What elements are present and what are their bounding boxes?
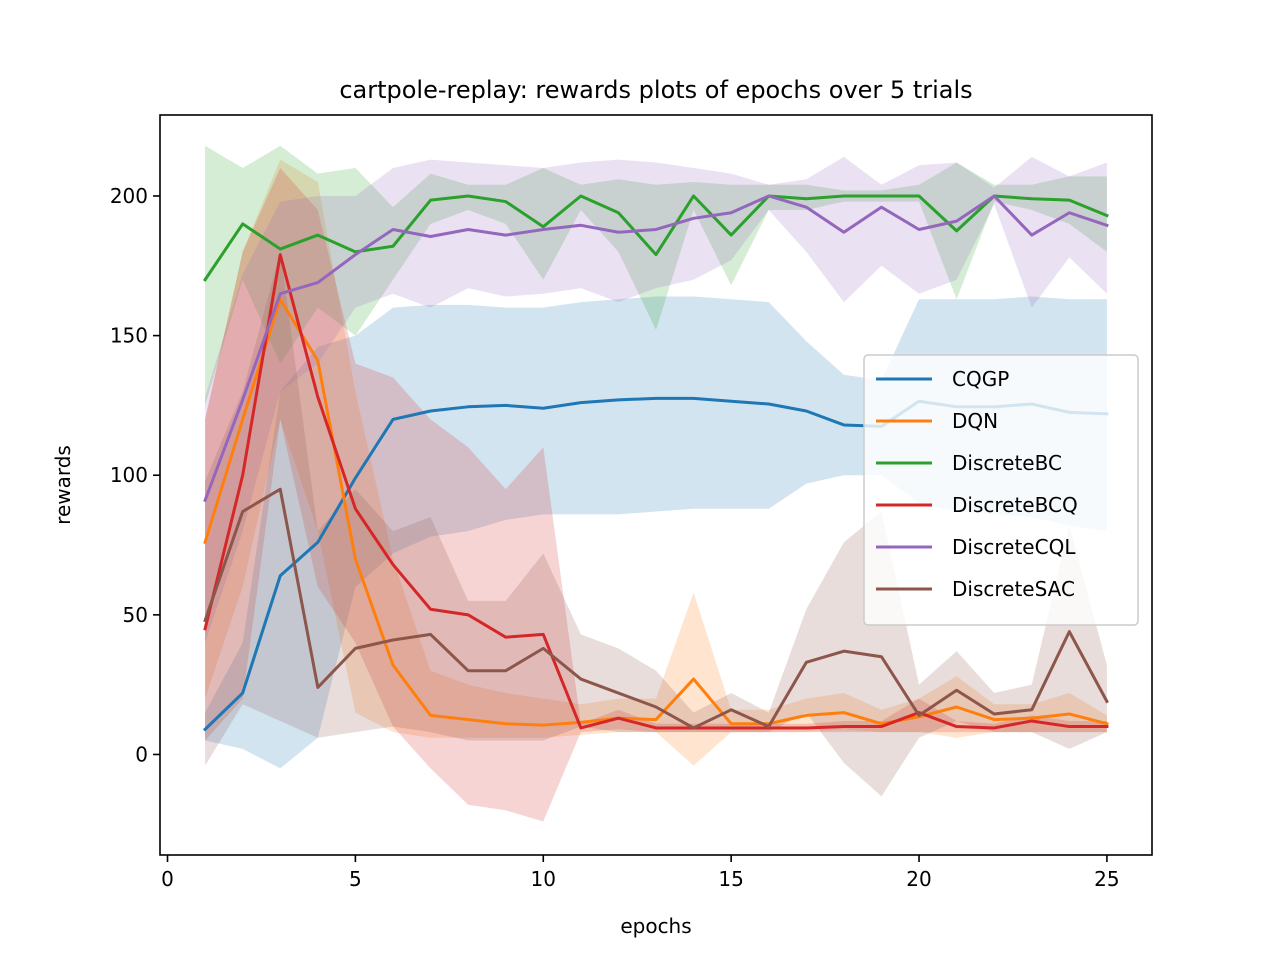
series-line-discretebc	[203, 194, 1109, 282]
band-discretecql	[205, 156, 1107, 643]
y-tick-label: 200	[110, 184, 148, 208]
legend-label-discretesac: DiscreteSAC	[952, 577, 1075, 601]
legend-label-dqn: DQN	[952, 409, 998, 433]
y-tick-label: 0	[135, 742, 148, 766]
x-tick-label: 15	[718, 867, 743, 891]
y-tick-label: 50	[123, 603, 148, 627]
series-line-discretecql	[203, 194, 1109, 503]
series-line-discretebcq	[203, 253, 1109, 730]
band-discretebc	[205, 145, 1107, 406]
plot-area: 0 5 10 15 20 25 0 50 100 150 200	[110, 114, 1153, 891]
y-axis-label: rewards	[51, 445, 75, 525]
x-tick-label: 0	[161, 867, 174, 891]
legend: CQGP DQN DiscreteBC DiscreteBCQ DiscreteCQL D…	[863, 354, 1139, 626]
legend-label-discretebc: DiscreteBC	[952, 451, 1062, 475]
band-dqn	[205, 159, 1107, 766]
legend-box	[863, 354, 1139, 626]
chart-title: cartpole-replay: rewards plots of epochs…	[339, 76, 972, 104]
legend-label-cqgp: CQGP	[952, 367, 1009, 391]
band-discretebcq	[205, 168, 1107, 822]
legend-label-discretecql: DiscreteCQL	[952, 535, 1076, 559]
legend-label-discretebcq: DiscreteBCQ	[952, 493, 1078, 517]
band-discretesac	[205, 251, 1107, 797]
x-tick-label: 5	[349, 867, 362, 891]
axes-frame	[159, 114, 1153, 856]
y-tick-label: 150	[110, 324, 148, 348]
y-tick-label: 100	[110, 463, 148, 487]
x-axis-label: epochs	[620, 914, 691, 938]
series-line-discretesac	[203, 487, 1109, 730]
x-tick-label: 25	[1094, 867, 1119, 891]
x-tick-label: 20	[906, 867, 931, 891]
x-tick-label: 10	[531, 867, 556, 891]
series-line-dqn	[203, 297, 1109, 727]
